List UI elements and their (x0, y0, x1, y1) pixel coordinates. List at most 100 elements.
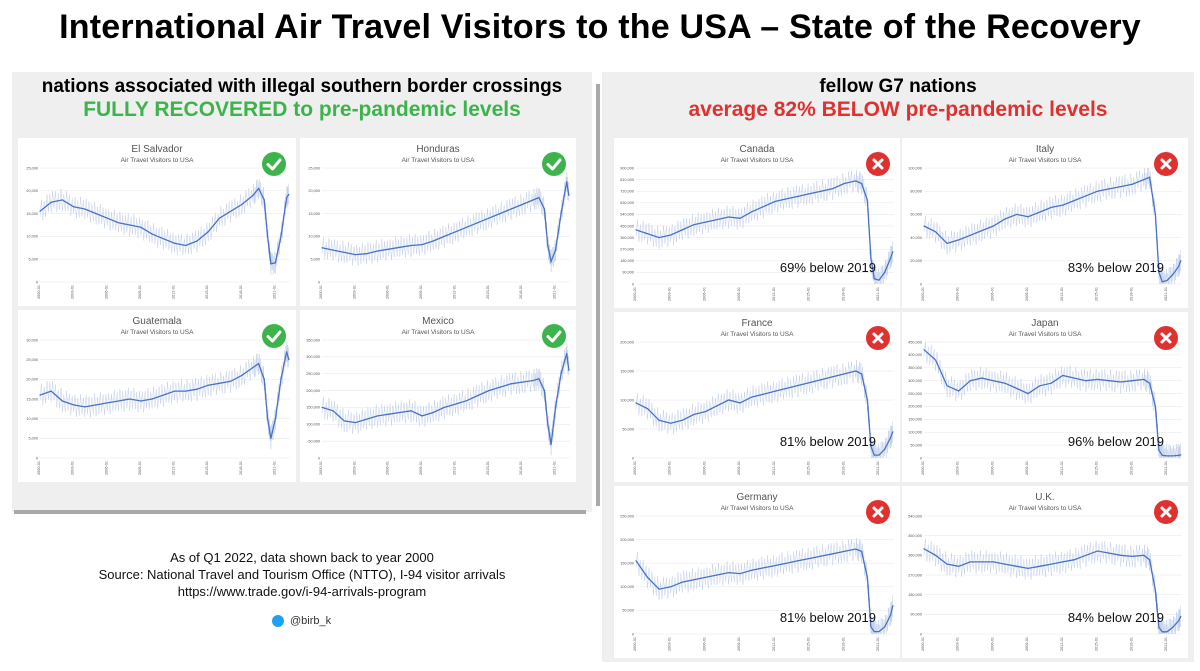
y-tick-label: 150,000 (620, 562, 634, 566)
data-point (878, 279, 880, 281)
data-point (923, 349, 925, 351)
y-tick-label: 270,000 (908, 573, 922, 577)
y-tick-label: 5,000 (28, 258, 38, 262)
data-point (1039, 385, 1041, 387)
data-point (992, 225, 995, 227)
data-point (1085, 554, 1087, 556)
data-point (332, 249, 334, 251)
x-tick-label: 2015-01 (1095, 287, 1099, 301)
data-point (229, 210, 232, 212)
data-point (1180, 260, 1182, 262)
data-point (1161, 281, 1163, 283)
data-point (543, 389, 546, 392)
seasonal-band (635, 360, 893, 459)
y-tick-label: 90,000 (910, 613, 922, 617)
data-point (140, 400, 142, 402)
data-point (566, 181, 568, 183)
data-point (258, 363, 260, 365)
x-tick-label: 2015-01 (486, 461, 490, 475)
data-point (521, 203, 523, 206)
seasonal-band (923, 341, 1181, 459)
y-tick-label: 5,000 (310, 258, 320, 262)
data-point (762, 567, 764, 569)
data-point (739, 402, 741, 404)
data-point (1143, 179, 1145, 181)
data-point (969, 234, 971, 236)
x-tick-label: 2000-01 (633, 461, 637, 475)
x-tick-label: 2000-01 (37, 285, 41, 299)
chart-svg-france: France Air Travel Visitors to USA 0 50,000 1… (620, 318, 894, 475)
data-point (50, 390, 52, 392)
y-tick-label: 50,000 (910, 443, 922, 447)
data-point (117, 400, 120, 402)
data-point (129, 224, 131, 226)
data-point (140, 226, 142, 228)
data-point (1004, 218, 1006, 220)
data-point (797, 384, 799, 387)
x-tick-label: 2021-01 (1164, 637, 1168, 651)
y-tick-label: 810,000 (620, 178, 634, 182)
data-point (50, 201, 52, 203)
data-point (992, 561, 995, 563)
right-header-line1: fellow G7 nations (819, 76, 977, 97)
data-point (218, 217, 220, 219)
data-point (547, 244, 549, 247)
chart-subtitle: Air Travel Visitors to USA (721, 157, 795, 164)
x-tick-label: 2012-01 (172, 285, 176, 299)
y-tick-label: 450,000 (908, 534, 922, 538)
data-point (173, 242, 176, 244)
footer-source: Source: National Travel and Tourism Offi… (98, 567, 506, 582)
data-point (1073, 377, 1076, 379)
chart-subtitle: Air Travel Visitors to USA (721, 331, 795, 338)
y-tick-label: 15,000 (26, 397, 38, 401)
data-point (1039, 565, 1041, 567)
footer-link[interactable]: https://www.trade.gov/i-94-arrivals-prog… (177, 584, 427, 599)
data-point (1027, 567, 1029, 570)
data-point (785, 562, 788, 564)
data-point (443, 406, 445, 409)
y-tick-label: 200,000 (306, 389, 320, 393)
data-point (280, 378, 282, 380)
twitter-handle[interactable]: @birb_k (290, 615, 332, 627)
x-tick-label: 2006-01 (386, 285, 390, 299)
data-point (884, 271, 886, 273)
y-tick-label: 540,000 (620, 213, 634, 217)
data-point (95, 404, 97, 406)
data-point (410, 244, 412, 247)
y-tick-label: 0 (920, 282, 922, 286)
data-point (870, 257, 872, 259)
y-tick-label: 0 (920, 456, 922, 460)
cross-icon (866, 152, 890, 176)
chart-subtitle: Air Travel Visitors to USA (121, 157, 195, 164)
y-tick-label: 150,000 (908, 418, 922, 422)
y-tick-label: 90,000 (622, 271, 634, 275)
x-tick-label: 2009-01 (419, 461, 423, 475)
data-point (151, 398, 153, 400)
data-point (377, 415, 379, 417)
data-point (1149, 382, 1151, 384)
data-point (1172, 626, 1174, 629)
data-point (969, 561, 971, 563)
y-tick-label: 200,000 (908, 405, 922, 409)
data-point (889, 257, 892, 259)
data-point (499, 386, 501, 388)
y-tick-label: 450,000 (620, 224, 634, 228)
x-tick-label: 2018-01 (239, 285, 243, 299)
data-point (117, 222, 120, 224)
chart-subtitle: Air Travel Visitors to USA (1009, 505, 1083, 512)
data-point (946, 385, 948, 387)
x-tick-label: 2021-01 (876, 461, 880, 475)
data-point (266, 235, 269, 237)
seasonal-band (321, 344, 569, 456)
horizontal-divider (14, 510, 586, 514)
chart-svg-italy: Italy Air Travel Visitors to USA 0 20,000 40… (908, 144, 1182, 301)
data-point (1158, 449, 1160, 451)
data-point (410, 410, 412, 412)
data-point (889, 437, 892, 439)
x-tick-label: 2021-01 (553, 285, 557, 299)
data-point (185, 244, 187, 247)
x-tick-label: 2015-01 (807, 287, 811, 301)
data-point (270, 437, 272, 439)
chart-u-k: U.K. Air Travel Visitors to USA 0 90,000 180… (902, 486, 1188, 658)
y-tick-label: 60,000 (910, 213, 922, 217)
